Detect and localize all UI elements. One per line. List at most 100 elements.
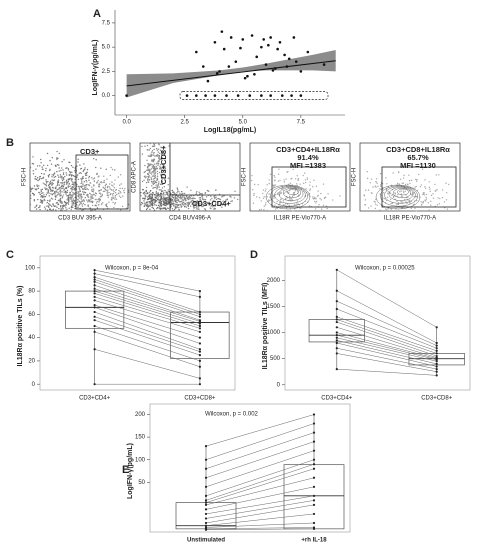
flow-dot — [214, 196, 216, 199]
flow-dot — [88, 179, 90, 181]
flow-dot — [164, 189, 166, 192]
flow-dot — [277, 173, 280, 176]
flow-dot — [148, 200, 151, 203]
flow-dot — [150, 153, 152, 155]
flow-dot — [45, 183, 47, 186]
pair-line — [94, 269, 200, 292]
flow-dot — [367, 207, 370, 209]
pair-line — [205, 504, 315, 524]
flow-dot — [383, 197, 385, 200]
flow-dot — [379, 184, 382, 186]
x-tick-label: 2.5 — [181, 120, 190, 126]
flow-dot — [428, 181, 430, 183]
flow-dot — [164, 207, 167, 210]
flow-dot — [41, 194, 43, 197]
flow-dot — [276, 193, 279, 196]
point — [246, 74, 249, 78]
flow-dot — [100, 167, 102, 169]
flow-dot — [51, 205, 53, 208]
flow-dot — [61, 202, 64, 204]
pair-line — [205, 459, 315, 497]
flow-dot — [45, 182, 48, 184]
contour — [380, 185, 418, 207]
flow-dot — [65, 204, 67, 207]
flow-dot — [168, 201, 170, 204]
flow-dot — [56, 150, 58, 153]
flow-dot — [171, 189, 173, 192]
point — [299, 70, 303, 73]
flow-dot — [413, 195, 415, 198]
flow-dot — [37, 206, 40, 209]
flow-dot — [89, 182, 91, 184]
flow-dot — [204, 199, 207, 201]
point — [198, 324, 201, 328]
point — [213, 94, 217, 97]
flow-dot — [266, 184, 268, 186]
flow-dot — [67, 202, 69, 204]
point — [262, 38, 265, 41]
flow-dot — [80, 180, 83, 182]
flow-dot — [160, 175, 162, 177]
point — [271, 69, 275, 72]
flow-dot — [60, 187, 62, 190]
y-tick-label: 80 — [28, 289, 35, 295]
flow-dot — [60, 189, 62, 191]
flow-dot — [59, 190, 62, 192]
flow-dot — [429, 188, 431, 190]
flow-dot — [268, 193, 270, 195]
pair-line — [94, 281, 200, 317]
flow-dot — [280, 192, 282, 195]
point — [234, 60, 238, 63]
y-tick-label: 50 — [138, 480, 145, 486]
flow-dot — [309, 188, 312, 190]
flow-dot — [167, 207, 170, 210]
flow-dot — [85, 172, 88, 174]
flow-dot — [96, 198, 98, 201]
flow-dot — [225, 199, 227, 201]
flow-dot — [82, 188, 84, 191]
flow-dot — [50, 193, 52, 195]
flow-dot — [172, 191, 174, 193]
flow-dot — [29, 204, 32, 206]
flow-dot — [199, 196, 202, 199]
flow-dot — [79, 164, 81, 166]
flow-dot — [140, 204, 142, 206]
flow-dot — [51, 156, 54, 159]
flow-dot — [48, 195, 51, 197]
flow-dot — [38, 185, 40, 187]
flow-dot — [115, 198, 118, 200]
flow-dot — [438, 174, 440, 176]
flow-dot — [152, 170, 154, 173]
flow-dot — [153, 171, 155, 173]
flow-dot — [48, 204, 51, 206]
flow-dot — [237, 198, 239, 201]
flow-dot — [147, 155, 150, 157]
flow-dot — [87, 184, 89, 186]
flow-dot — [420, 204, 423, 206]
flow-y-label: FSC-H — [352, 168, 358, 186]
x-tick-label: +rh IL-18 — [301, 538, 327, 544]
flow-dot — [391, 202, 394, 204]
flow-dot — [57, 179, 60, 181]
flow-dot — [56, 158, 58, 160]
flow-dot — [157, 143, 160, 145]
point — [241, 38, 245, 41]
flow-dot — [312, 196, 314, 198]
flow-dot — [148, 155, 151, 157]
flow-dot — [76, 192, 78, 194]
y-axis-label: IL18Rα positive TILs (MFI) — [262, 283, 269, 370]
flow-dot — [425, 196, 427, 199]
flow-dot — [408, 199, 411, 201]
point — [276, 47, 279, 51]
flow-dot — [171, 208, 174, 210]
flow-dot — [288, 183, 290, 186]
flow-dot — [273, 186, 275, 188]
flow-dot — [147, 165, 149, 168]
flow-dot — [63, 189, 65, 192]
flow-dot — [157, 204, 160, 207]
flow-dot — [73, 185, 76, 187]
flow-dot — [56, 194, 58, 196]
flow-dot — [63, 210, 66, 212]
flow-dot — [186, 196, 188, 199]
flow-dot — [56, 189, 59, 191]
